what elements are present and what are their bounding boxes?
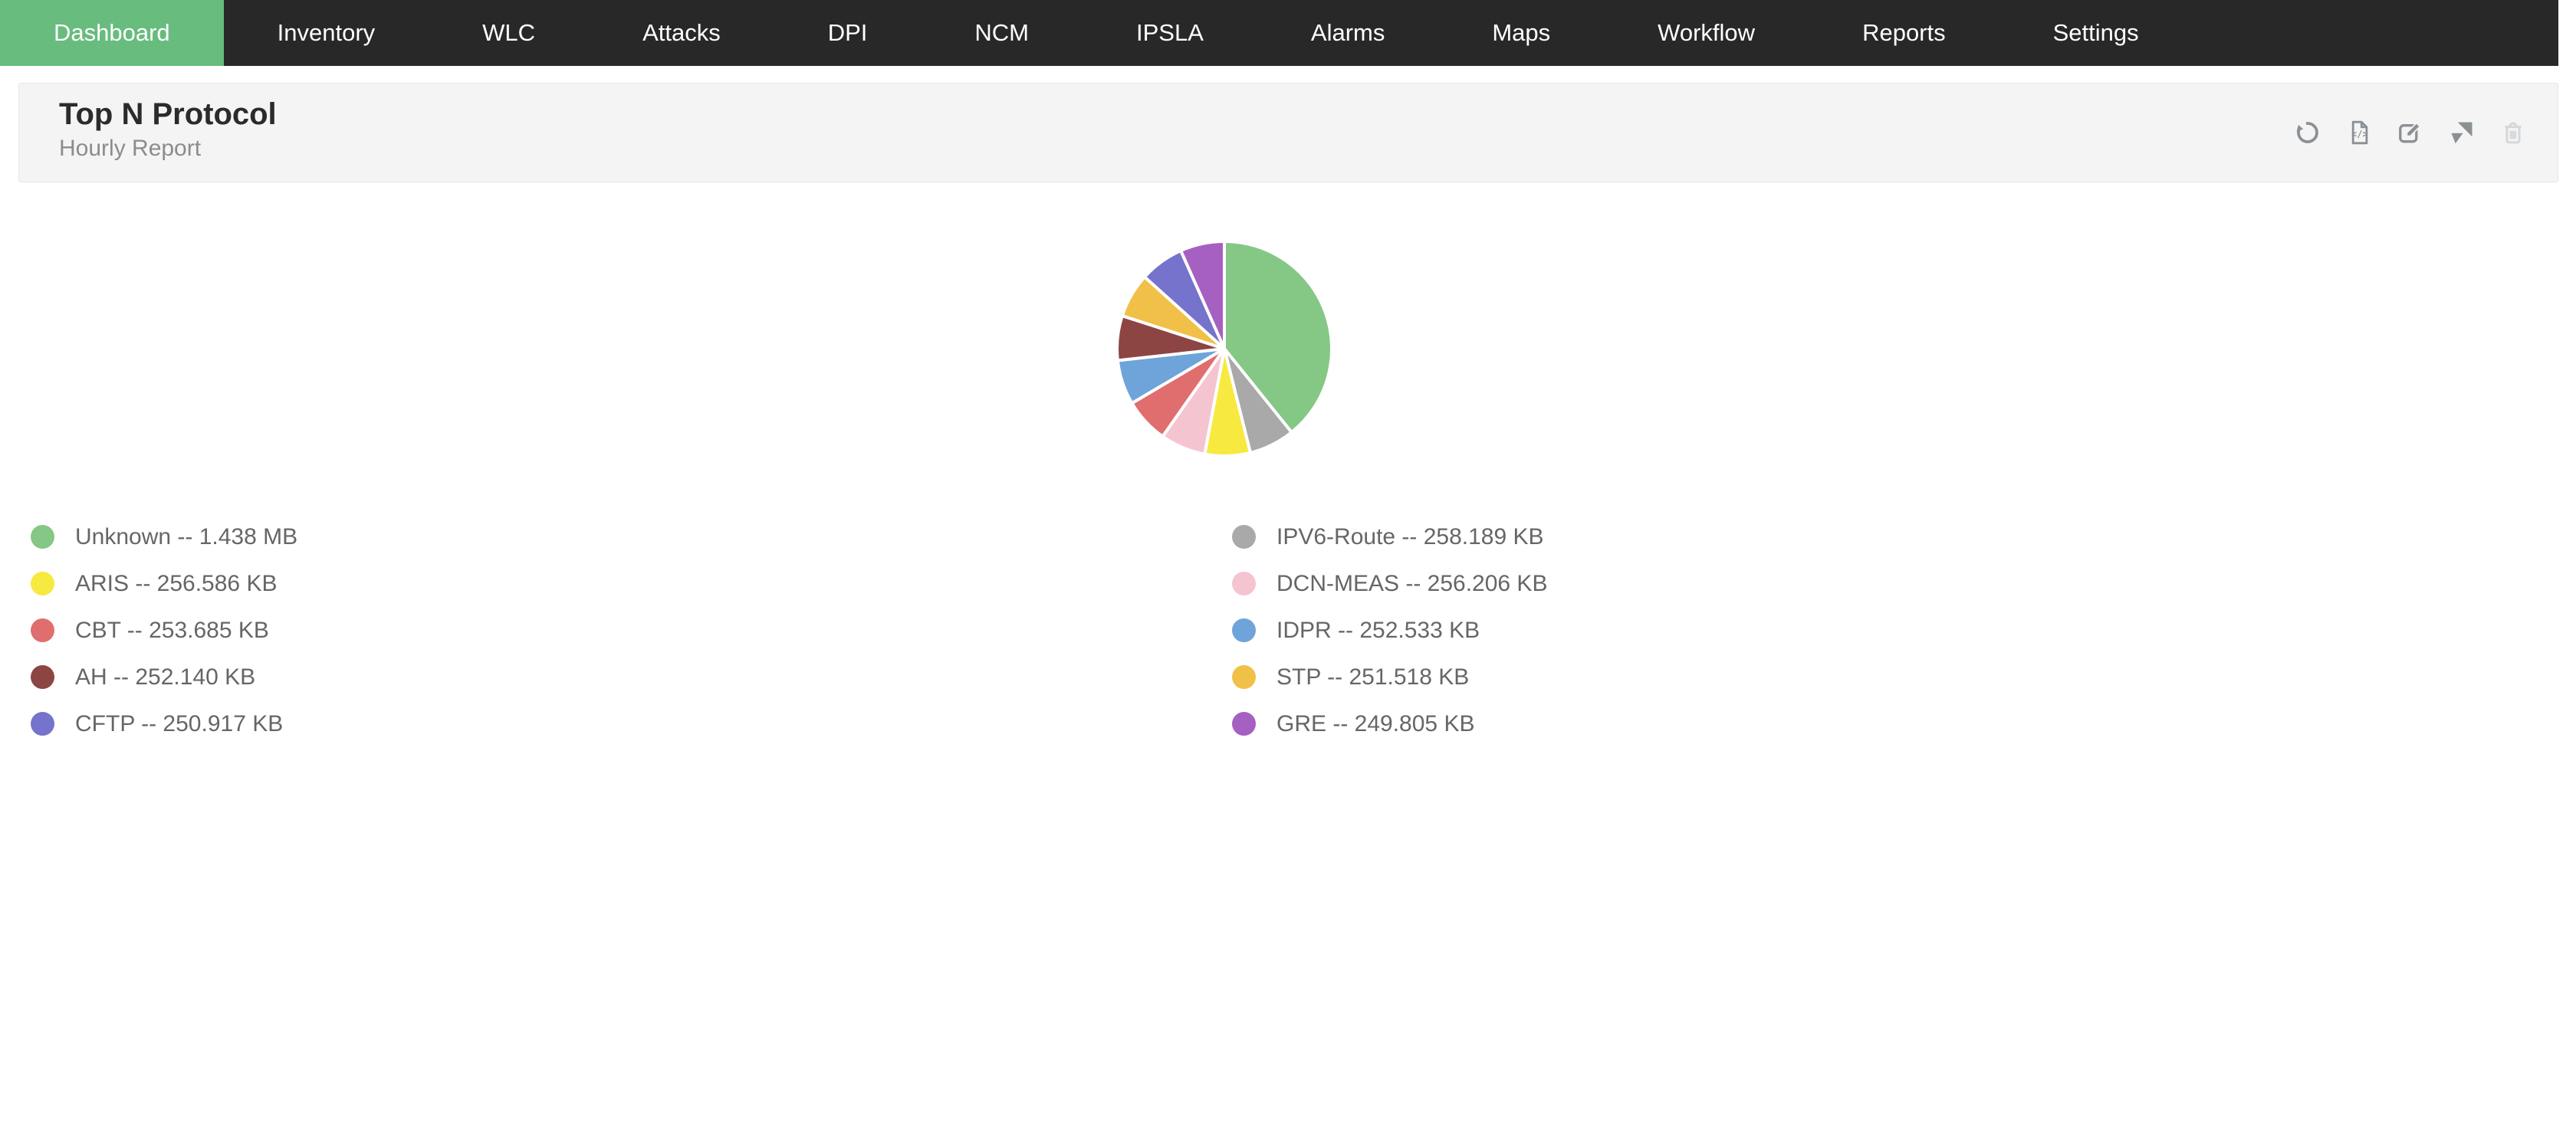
move-pointer-icon <box>2451 122 2472 144</box>
legend-label: IPV6-Route -- 258.189 KB <box>1276 523 1544 549</box>
code-file-icon: </> <box>2351 120 2368 145</box>
legend-item-gre: GRE -- 249.805 KB <box>1232 700 1547 747</box>
edit-button[interactable] <box>2397 119 2424 146</box>
legend-item-aris: ARIS -- 256.586 KB <box>31 560 1232 607</box>
legend-column-left: Unknown -- 1.438 MB ARIS -- 256.586 KB CBT… <box>31 513 1232 747</box>
legend-dot <box>31 665 54 689</box>
legend-label: IDPR -- 252.533 KB <box>1276 617 1480 643</box>
legend-label: ARIS -- 256.586 KB <box>75 570 278 596</box>
pie-slice-gre[interactable] <box>1179 240 1226 350</box>
nav-tab-dpi[interactable]: DPI <box>827 19 868 46</box>
nav-tab-wlc[interactable]: WLC <box>482 19 536 46</box>
refresh-button[interactable] <box>2294 119 2321 146</box>
legend-item-stp: STP -- 251.518 KB <box>1232 654 1547 700</box>
legend-dot <box>31 618 54 642</box>
chart-legend: Unknown -- 1.438 MB ARIS -- 256.586 KB CBT… <box>31 513 2576 747</box>
legend-item-cbt: CBT -- 253.685 KB <box>31 607 1232 654</box>
legend-label: CBT -- 253.685 KB <box>75 617 269 643</box>
legend-item-ah: AH -- 252.140 KB <box>31 654 1232 700</box>
pie-slice-unknown[interactable] <box>1223 240 1333 435</box>
nav-tab-workflow[interactable]: Workflow <box>1658 19 1756 46</box>
nav-tab-ipsla[interactable]: IPSLA <box>1136 19 1204 46</box>
legend-label: GRE -- 249.805 KB <box>1276 710 1475 736</box>
legend-dot <box>31 572 54 595</box>
svg-text:</>: </> <box>2351 129 2368 139</box>
legend-label: Unknown -- 1.438 MB <box>75 523 298 549</box>
widget-titles: Top N Protocol Hourly Report <box>19 84 2558 163</box>
legend-label: AH -- 252.140 KB <box>75 664 256 690</box>
legend-item-ipv6-route: IPV6-Route -- 258.189 KB <box>1232 513 1547 560</box>
nav-tab-attacks[interactable]: Attacks <box>642 19 721 46</box>
legend-dot <box>1232 665 1256 689</box>
nav-tab-inventory[interactable]: Inventory <box>277 19 376 46</box>
move-button[interactable] <box>2448 119 2476 146</box>
nav-tab-ncm[interactable]: NCM <box>974 19 1030 46</box>
legend-column-right: IPV6-Route -- 258.189 KB DCN-MEAS -- 256.… <box>1232 513 1547 747</box>
nav-tab-alarms[interactable]: Alarms <box>1310 19 1385 46</box>
nav-tab-reports[interactable]: Reports <box>1862 19 1946 46</box>
page-subtitle: Hourly Report <box>59 136 202 161</box>
pie-chart[interactable] <box>1115 239 1334 458</box>
top-nav: Dashboard Inventory WLC Attacks DPI NCM IPSLA A… <box>0 0 2558 66</box>
legend-label: CFTP -- 250.917 KB <box>75 710 284 736</box>
nav-tab-dashboard[interactable]: Dashboard <box>0 0 224 66</box>
legend-item-idpr: IDPR -- 252.533 KB <box>1232 607 1547 654</box>
nav-tab-maps[interactable]: Maps <box>1492 19 1551 46</box>
legend-item-cftp: CFTP -- 250.917 KB <box>31 700 1232 747</box>
legend-dot <box>1232 618 1256 642</box>
delete-button[interactable] <box>2499 119 2527 146</box>
nav-tab-settings[interactable]: Settings <box>2052 19 2139 46</box>
legend-dot <box>1232 712 1256 736</box>
legend-dot <box>31 712 54 736</box>
widget-actions: </> <box>2294 119 2527 146</box>
trash-icon <box>2505 122 2522 144</box>
edit-icon <box>2399 122 2421 143</box>
legend-item-dcn-meas: DCN-MEAS -- 256.206 KB <box>1232 560 1547 607</box>
legend-dot <box>31 525 54 549</box>
legend-label: STP -- 251.518 KB <box>1276 664 1470 690</box>
page-title: Top N Protocol <box>59 97 277 131</box>
legend-dot <box>1232 572 1256 595</box>
widget-header: Top N Protocol Hourly Report </> <box>18 83 2558 182</box>
legend-label: DCN-MEAS -- 256.206 KB <box>1276 570 1548 596</box>
pie-chart-container <box>1115 239 1334 458</box>
legend-item-unknown: Unknown -- 1.438 MB <box>31 513 1232 560</box>
refresh-icon <box>2296 122 2318 143</box>
legend-dot <box>1232 525 1256 549</box>
export-report-button[interactable]: </> <box>2345 119 2373 146</box>
